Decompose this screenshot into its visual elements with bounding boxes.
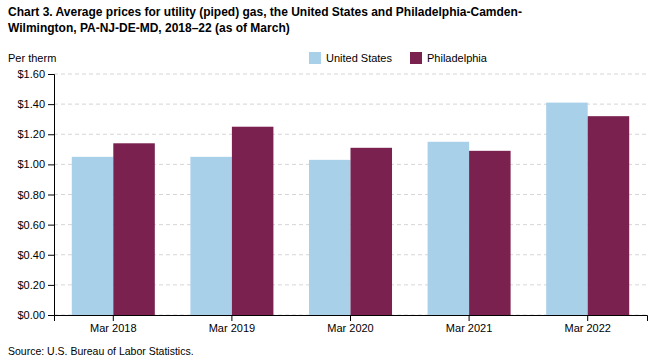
y-tick: $1.00 — [17, 158, 54, 170]
x-tick-label: Mar 2020 — [327, 322, 373, 334]
grid-line — [54, 74, 647, 75]
plot: $0.00 $0.20 $0.40 $0.60 $0.80 $1.00 $1.20 $1.40… — [17, 68, 647, 334]
y-tick-label: $1.60 — [17, 68, 45, 80]
x-axis-line — [55, 316, 648, 322]
x-tick-mark — [113, 315, 114, 321]
bar — [469, 151, 511, 315]
x-tick-mark — [587, 315, 588, 321]
source: Source: U.S. Bureau of Labor Statistics. — [8, 345, 194, 357]
y-tick: $0.20 — [17, 279, 54, 291]
x-tick-label: Mar 2019 — [209, 322, 255, 334]
y-tick-mark — [48, 285, 54, 286]
y-tick-mark — [48, 74, 54, 75]
bar — [351, 148, 393, 315]
y-tick-label: $1.20 — [17, 128, 45, 140]
y-tick: $0.40 — [17, 249, 54, 261]
y-tick-label: $0.40 — [17, 249, 45, 261]
y-tick-mark — [48, 134, 54, 135]
y-tick-mark — [48, 255, 54, 256]
bar — [72, 157, 114, 315]
y-tick-mark — [48, 315, 54, 316]
title: Chart 3. Average prices for utility (pip… — [8, 5, 522, 35]
legend-item: United States — [309, 52, 393, 64]
bar — [428, 142, 470, 315]
x-tick: Mar 2019 — [209, 315, 255, 334]
bars — [72, 103, 629, 315]
x-tick: Mar 2021 — [446, 315, 492, 334]
legend-label: Philadelphia — [427, 52, 488, 64]
x-tick-label: Mar 2021 — [446, 322, 492, 334]
grid — [54, 74, 647, 315]
x-tick-mark — [469, 315, 470, 321]
y-tick-mark — [48, 104, 54, 105]
y-tick-label: $0.00 — [17, 309, 45, 321]
y-tick-label: $0.20 — [17, 279, 45, 291]
y-tick-label: $1.00 — [17, 158, 45, 170]
y-tick-label: $1.40 — [17, 98, 45, 110]
y-axis-label: Per therm — [8, 52, 56, 64]
bar — [588, 116, 630, 315]
y-axis-line — [48, 75, 55, 316]
y-tick-mark — [48, 225, 54, 226]
x-tick-mark — [350, 315, 351, 321]
title-line: Chart 3. Average prices for utility (pip… — [8, 5, 522, 19]
y-tick: $1.60 — [17, 68, 54, 80]
chart: Chart 3. Average prices for utility (pip… — [0, 0, 661, 361]
x-tick: Mar 2022 — [564, 315, 610, 334]
legend-item: Philadelphia — [410, 52, 488, 64]
x-tick-label: Mar 2018 — [90, 322, 136, 334]
x-tick-label: Mar 2022 — [564, 322, 610, 334]
legend-label: United States — [326, 52, 393, 64]
bar — [190, 157, 232, 315]
x-tick: Mar 2020 — [327, 315, 373, 334]
y-tick-mark — [48, 164, 54, 165]
bar — [309, 160, 351, 315]
x-axis: Mar 2018 Mar 2019 Mar 2020 Mar 2021 Mar 2022 — [55, 315, 648, 334]
y-tick: $1.20 — [17, 128, 54, 140]
legend-swatch — [309, 52, 321, 64]
y-tick-mark — [48, 195, 54, 196]
y-tick: $0.80 — [17, 189, 54, 201]
legend-swatch — [410, 52, 422, 64]
y-tick: $1.40 — [17, 98, 54, 110]
bar — [113, 143, 155, 315]
x-tick: Mar 2018 — [90, 315, 136, 334]
bar — [232, 127, 274, 315]
bar — [546, 103, 588, 315]
legend: United States Philadelphia — [309, 52, 488, 64]
y-tick: $0.60 — [17, 219, 54, 231]
bar-series — [72, 103, 588, 315]
title-line: Wilmington, PA-NJ-DE-MD, 2018–22 (as of … — [8, 21, 290, 35]
y-tick: $0.00 — [17, 309, 54, 321]
y-tick-label: $0.80 — [17, 189, 45, 201]
y-tick-label: $0.60 — [17, 219, 45, 231]
x-tick-mark — [231, 315, 232, 321]
bar-series — [113, 116, 629, 315]
y-axis: $0.00 $0.20 $0.40 $0.60 $0.80 $1.00 $1.20 $1.40… — [17, 68, 54, 321]
